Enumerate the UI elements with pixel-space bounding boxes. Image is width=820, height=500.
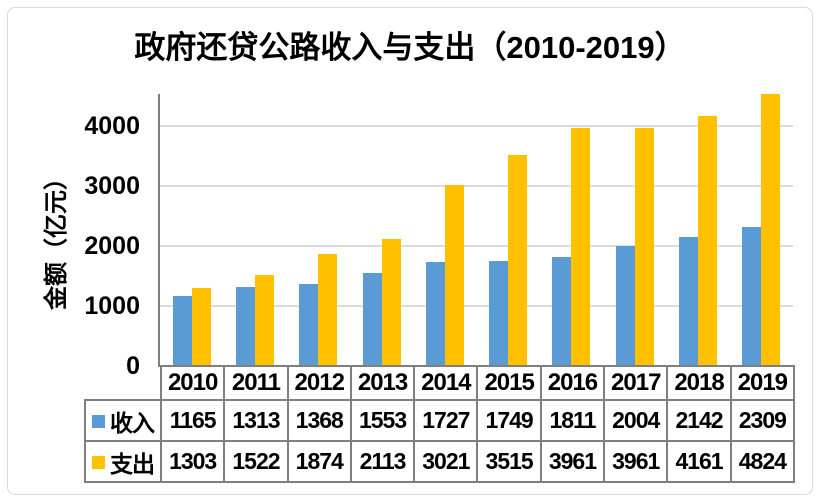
value-cell-income: 1165 [159,399,226,442]
bar-income-2016 [552,257,572,366]
y-tick-label: 1000 [84,292,140,320]
bar-income-2012 [299,284,319,366]
chart-card-border [7,7,813,495]
legend-swatch-income [92,414,105,428]
value-cell-expense: 3961 [603,440,669,483]
bar-expense-2018 [698,116,718,366]
year-cell: 2019 [729,365,795,401]
year-cell: 2011 [223,365,289,401]
value-cell-expense: 3515 [476,440,542,483]
value-cell-income: 1368 [286,399,352,442]
value-cell-expense: 3021 [413,440,479,483]
bar-income-2014 [425,262,445,366]
year-cell: 2018 [666,365,732,401]
bar-expense-2014 [444,185,464,366]
year-cell: 2013 [349,365,416,401]
bar-expense-2015 [508,155,528,366]
value-cell-expense: 4161 [666,440,732,483]
gridline [160,185,793,187]
table-row-expense: 支出 1303 1522 1874 2113 3021 3515 3961 3961 4161 48… [84,440,795,483]
gridline [160,125,793,127]
value-cell-expense: 1522 [223,440,289,483]
value-cell-expense: 2113 [349,440,416,483]
value-cell-income: 1553 [349,399,416,442]
bar-expense-2013 [381,239,401,366]
bar-expense-2019 [761,94,781,366]
value-cell-income: 2004 [603,399,669,442]
value-cell-income: 2142 [666,399,732,442]
value-cell-income: 1313 [223,399,289,442]
year-cell: 2014 [413,365,479,401]
legend-swatch-expense [92,455,105,469]
bar-income-2019 [742,227,762,366]
value-cell-income: 2309 [729,399,795,442]
gridline [160,245,793,247]
y-tick-label: 0 [126,352,140,380]
y-tick-label: 3000 [84,172,140,200]
chart-title: 政府还贷公路收入与支出（2010-2019） [134,30,686,65]
year-cell: 2010 [159,365,226,401]
value-cell-income: 1811 [539,399,606,442]
data-table: 2010 2011 2012 2013 2014 2015 2016 2017 2018 2019… [84,365,795,483]
year-cell: 2016 [539,365,606,401]
bar-income-2017 [615,246,635,366]
value-cell-expense: 1303 [159,440,226,483]
legend-cell-income: 收入 [84,399,162,442]
table-row-income: 收入 1165 1313 1368 1553 1727 1749 1811 2004 2142 23… [84,399,795,442]
plot-area [160,94,793,366]
legend-cell-expense: 支出 [84,440,162,483]
table-corner-spacer [85,366,161,400]
y-axis-line [158,94,160,367]
value-cell-expense: 4824 [729,440,795,483]
year-cell: 2012 [286,365,352,401]
year-cell: 2017 [603,365,669,401]
gridline [160,305,793,307]
legend-label-expense: 支出 [110,450,155,477]
y-tick-label: 2000 [84,232,140,260]
value-cell-expense: 3961 [539,440,606,483]
year-cell: 2015 [476,365,542,401]
bar-expense-2017 [634,128,654,366]
value-cell-income: 1749 [476,399,542,442]
bar-income-2013 [362,273,382,366]
legend-label-income: 收入 [110,409,155,436]
bar-expense-2016 [571,128,591,366]
bar-expense-2010 [191,288,211,366]
bar-income-2018 [679,237,699,366]
value-cell-income: 1727 [413,399,479,442]
bar-income-2011 [235,287,255,366]
bar-income-2010 [172,296,192,366]
y-tick-label: 4000 [84,112,140,140]
bar-expense-2011 [254,275,274,366]
value-cell-expense: 1874 [286,440,352,483]
bar-expense-2012 [318,254,338,366]
bar-income-2015 [489,261,509,366]
